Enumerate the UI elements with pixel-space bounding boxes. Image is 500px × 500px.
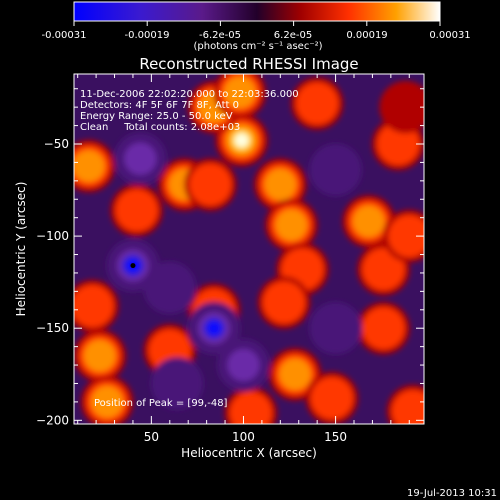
colorbar-unit-label: (photons cm⁻² s⁻¹ asec⁻²) <box>193 41 322 52</box>
footer-timestamp: 19-Jul-2013 10:31 <box>407 488 497 499</box>
y-tick-label: −50 <box>44 137 69 151</box>
heatmap-source-19-level-3 <box>83 339 116 372</box>
x-tick-label: 100 <box>232 430 255 444</box>
colorbar-tick-5: 0.00019 <box>346 30 387 41</box>
heatmap-source-7-level-2 <box>115 189 158 232</box>
colorbar-ticks <box>73 21 441 26</box>
colorbar-tick-1: -0.00031 <box>42 30 87 41</box>
heatmap-source-10-level-3 <box>275 209 308 242</box>
y-axis-label: Heliocentric Y (arcsec) <box>14 182 28 317</box>
heatmap-source-14-level-2 <box>362 248 405 291</box>
heatmap-source-8-level-2 <box>296 82 339 125</box>
heatmap-source-24-level-2 <box>310 377 353 420</box>
heatmap-source-20-level-3 <box>91 385 124 418</box>
chart-title: Reconstructed RHESSI Image <box>139 55 358 73</box>
heatmap-source-29-level-5 <box>206 321 222 336</box>
heatmap-source-1-level-5 <box>234 133 249 148</box>
plot-frame <box>73 73 425 425</box>
heatmap-source-34-level-2 <box>314 307 357 350</box>
heatmap-source-16-level-2 <box>377 122 420 166</box>
heatmap-source-32-level-2 <box>156 362 199 405</box>
annotation-block: 11-Dec-2006 22:02:20.000 to 22:03:36.000… <box>80 89 299 133</box>
heatmap-source-15-level-2 <box>388 215 424 258</box>
annotation-line-1: 11-Dec-2006 22:02:20.000 to 22:03:36.000 <box>80 89 299 100</box>
y-tick-label: −100 <box>36 229 69 243</box>
colorbar <box>73 1 441 22</box>
heatmap-source-33-level-2 <box>314 148 357 191</box>
colorbar-tick-3: -6.2e-05 <box>199 30 241 41</box>
minimum-core-mark <box>130 263 136 269</box>
heatmap-source-25-level-2 <box>362 307 405 350</box>
heatmap-source-31-level-3 <box>227 349 260 382</box>
y-tick-label: −200 <box>36 413 69 427</box>
axis-ticks <box>74 74 424 424</box>
heatmap-source-3-level-3 <box>223 76 256 109</box>
heatmap-source-27-level-2 <box>229 391 272 424</box>
heatmap-source-12-level-2 <box>262 281 306 324</box>
annotation-line-2: Detectors: 4F 5F 6F 7F 8F, Att 0 <box>80 100 239 111</box>
colorbar-tick-2: -0.00019 <box>125 30 170 41</box>
x-tick-label: 50 <box>144 430 159 444</box>
heatmap-source-18-level-2 <box>74 285 114 328</box>
heatmap-source-4-level-3 <box>74 150 105 183</box>
annotation-line-3: Energy Range: 25.0 - 50.0 keV <box>80 111 233 122</box>
peak-position-label: Position of Peak = [99,-48] <box>94 398 228 409</box>
heatmap-source-13-level-3 <box>352 205 385 238</box>
annotation-line-4: Clean Total counts: 2.08e+03 <box>80 122 240 133</box>
heatmap-source-35-level-1 <box>143 261 196 314</box>
heatmap-source-30-level-3 <box>124 142 157 175</box>
x-tick-label: 150 <box>324 430 347 444</box>
heatmap-layer <box>74 74 424 424</box>
heatmap-source-26-level-2 <box>391 390 424 424</box>
heatmap-source-17-level-1 <box>379 80 424 134</box>
heatmap-source-9-level-3 <box>264 168 297 201</box>
heatmap-source-6-level-2 <box>189 163 232 206</box>
x-axis-label: Heliocentric X (arcsec) <box>181 446 317 460</box>
heatmap-source-23-level-3 <box>279 358 312 391</box>
colorbar-tick-6: 0.00031 <box>429 30 470 41</box>
y-tick-label: −150 <box>36 321 69 335</box>
colorbar-tick-4: 6.2e-05 <box>274 30 312 41</box>
